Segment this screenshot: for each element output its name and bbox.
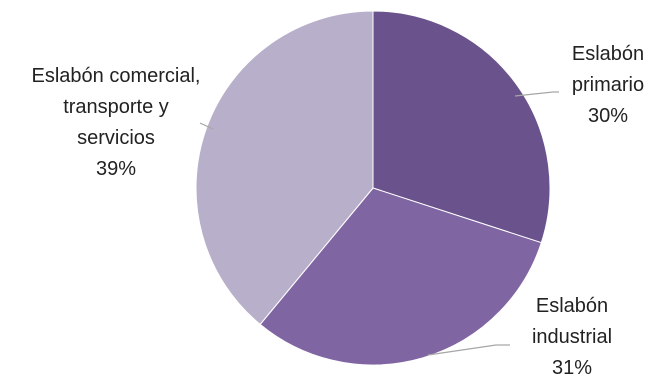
slice-label-1: Eslabón primario 30% <box>572 43 644 127</box>
slice-label-line: Eslabón comercial, <box>32 65 201 87</box>
slice-label-line: primario <box>572 74 644 96</box>
slice-percent: 39% <box>96 158 136 180</box>
pie-slice-1 <box>372 10 551 244</box>
slice-label-line: transporte y <box>63 96 169 118</box>
leader-lines <box>199 91 559 356</box>
slice-labels: Eslabón primario 30%Eslabón industrial 31%Es… <box>32 43 645 379</box>
slice-label-line: Eslabón <box>536 295 608 317</box>
slice-percent: 30% <box>588 105 628 127</box>
leader-line-1 <box>514 91 559 97</box>
pie-slice-2 <box>259 187 542 366</box>
slice-percent: 31% <box>552 357 592 379</box>
leader-line-3 <box>199 122 214 130</box>
slice-label-line: servicios <box>77 127 155 149</box>
pie-slices <box>195 10 551 366</box>
slice-label-3: Eslabón comercial, transporte y servicios 3… <box>32 65 201 180</box>
leader-line-2 <box>427 344 510 356</box>
slice-label-2: Eslabón industrial 31% <box>532 295 612 379</box>
slice-label-line: Eslabón <box>572 43 644 65</box>
pie-slice-3 <box>195 10 374 326</box>
slice-label-line: industrial <box>532 326 612 348</box>
